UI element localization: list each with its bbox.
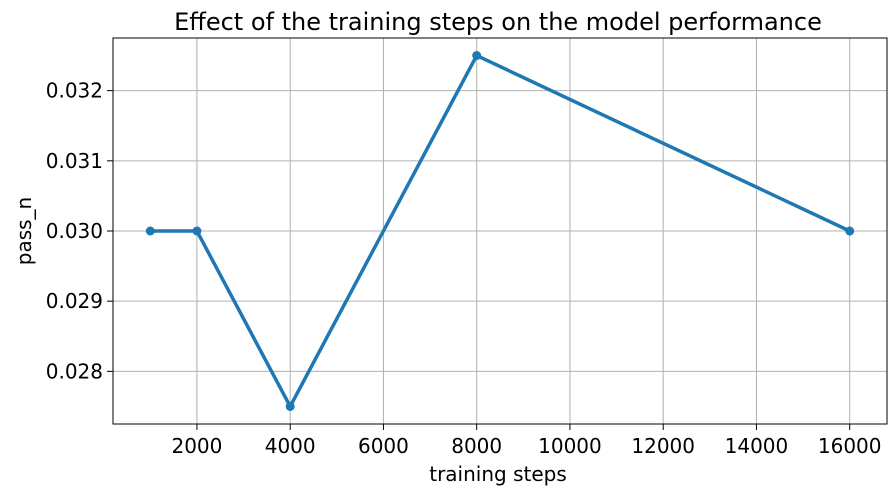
- x-tick-label: 4000: [265, 434, 316, 458]
- data-point: [192, 226, 202, 236]
- data-series: [145, 51, 855, 411]
- chart-title: Effect of the training steps on the mode…: [174, 8, 822, 36]
- x-axis-label: training steps: [429, 462, 567, 486]
- data-point: [145, 226, 155, 236]
- x-tick-label: 6000: [358, 434, 409, 458]
- x-tick-label: 16000: [818, 434, 882, 458]
- x-tick-label: 2000: [171, 434, 222, 458]
- y-tick-label: 0.031: [46, 149, 103, 173]
- y-tick-label: 0.030: [46, 219, 103, 243]
- x-tick-label: 12000: [631, 434, 695, 458]
- data-point: [285, 401, 295, 411]
- y-tick-label: 0.028: [46, 359, 103, 383]
- y-tick-label: 0.029: [46, 289, 103, 313]
- y-axis-label: pass_n: [12, 197, 36, 265]
- data-point: [472, 51, 482, 61]
- axis-ticks: 2000 4000 6000 8000 10000 12000 14000 16000 0.02…: [46, 79, 882, 458]
- grid: [113, 38, 887, 424]
- x-tick-label: 8000: [451, 434, 502, 458]
- y-tick-label: 0.032: [46, 79, 103, 103]
- x-tick-label: 14000: [725, 434, 789, 458]
- data-point: [845, 226, 855, 236]
- x-tick-label: 10000: [538, 434, 602, 458]
